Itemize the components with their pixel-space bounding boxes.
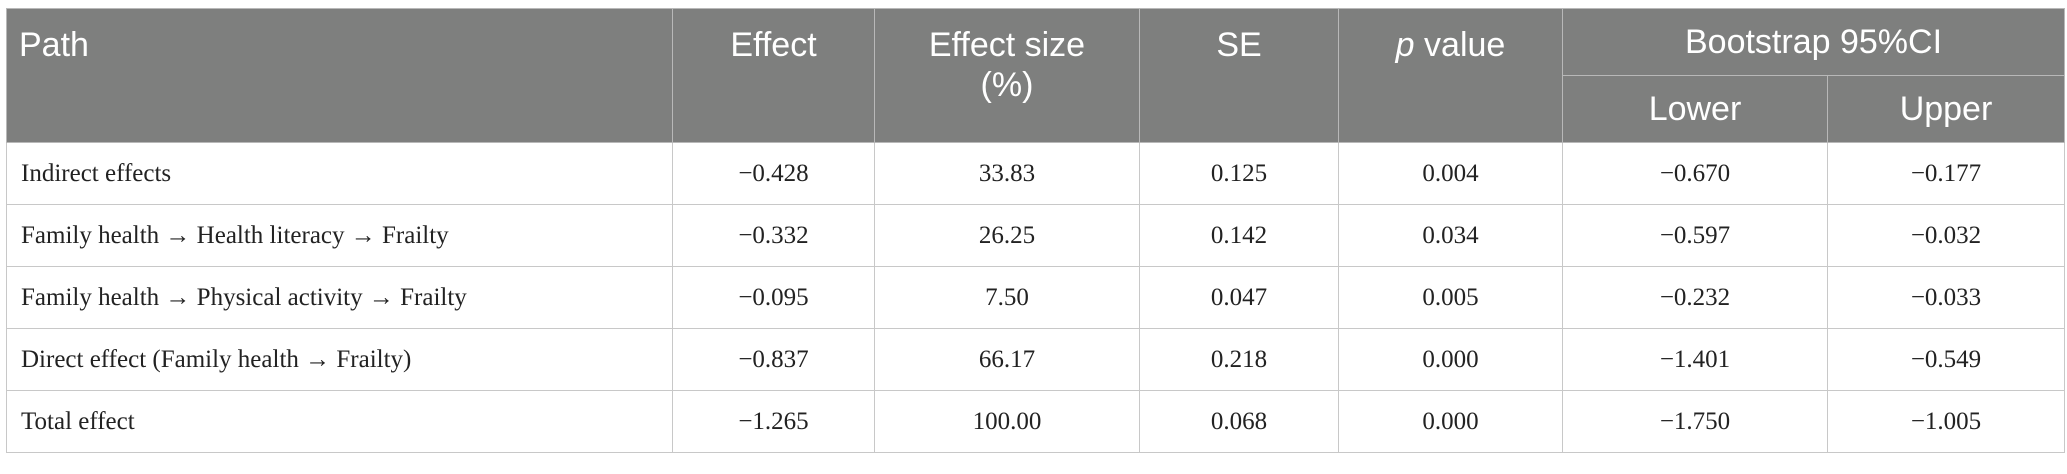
cell-p-value: 0.000 bbox=[1338, 328, 1563, 391]
table-header: Path Effect Effect size (%) SE p value B… bbox=[6, 8, 2065, 143]
table-row: Indirect effects −0.428 33.83 0.125 0.00… bbox=[6, 142, 2065, 205]
cell-upper: −0.032 bbox=[1827, 204, 2065, 267]
cell-lower: −1.750 bbox=[1562, 390, 1828, 453]
cell-se: 0.068 bbox=[1139, 390, 1339, 453]
cell-lower: −1.401 bbox=[1562, 328, 1828, 391]
table-row: Family health → Physical activity → Frai… bbox=[6, 266, 2065, 329]
header-p-label: value bbox=[1414, 26, 1506, 64]
cell-lower: −0.232 bbox=[1562, 266, 1828, 329]
header-row: Path Effect Effect size (%) SE p value B… bbox=[6, 8, 2065, 143]
cell-effect-size: 100.00 bbox=[874, 390, 1140, 453]
cell-p-value: 0.005 bbox=[1338, 266, 1563, 329]
cell-effect-size: 26.25 bbox=[874, 204, 1140, 267]
cell-se: 0.125 bbox=[1139, 142, 1339, 205]
cell-effect: −0.095 bbox=[672, 266, 875, 329]
table-row: Direct effect (Family health → Frailty) … bbox=[6, 328, 2065, 391]
cell-se: 0.047 bbox=[1139, 266, 1339, 329]
header-bootstrap-ci: Bootstrap 95%CI bbox=[1562, 8, 2065, 76]
cell-effect-size: 66.17 bbox=[874, 328, 1140, 391]
cell-upper: −0.549 bbox=[1827, 328, 2065, 391]
cell-lower: −0.597 bbox=[1562, 204, 1828, 267]
header-se: SE bbox=[1139, 8, 1339, 143]
cell-lower: −0.670 bbox=[1562, 142, 1828, 205]
cell-effect-size: 7.50 bbox=[874, 266, 1140, 329]
cell-effect-size: 33.83 bbox=[874, 142, 1140, 205]
cell-p-value: 0.000 bbox=[1338, 390, 1563, 453]
header-lower: Lower bbox=[1562, 75, 1828, 143]
cell-path: Total effect bbox=[6, 390, 673, 453]
cell-upper: −1.005 bbox=[1827, 390, 2065, 453]
table-row: Family health → Health literacy → Frailt… bbox=[6, 204, 2065, 267]
header-p-symbol: p bbox=[1395, 26, 1415, 64]
cell-p-value: 0.034 bbox=[1338, 204, 1563, 267]
subheader-row: Lower Upper bbox=[7, 75, 2065, 143]
table-row: Total effect −1.265 100.00 0.068 0.000 −… bbox=[6, 390, 2065, 453]
header-effect-size: Effect size (%) bbox=[874, 8, 1140, 143]
cell-path: Direct effect (Family health → Frailty) bbox=[6, 328, 673, 391]
cell-p-value: 0.004 bbox=[1338, 142, 1563, 205]
header-effect-size-label: Effect size bbox=[928, 26, 1086, 64]
cell-effect: −0.428 bbox=[672, 142, 875, 205]
cell-effect: −0.332 bbox=[672, 204, 875, 267]
header-path: Path bbox=[6, 8, 673, 143]
mediation-results-table: Path Effect Effect size (%) SE p value B… bbox=[6, 8, 2065, 453]
cell-upper: −0.033 bbox=[1827, 266, 2065, 329]
cell-upper: −0.177 bbox=[1827, 142, 2065, 205]
cell-path: Family health → Physical activity → Frai… bbox=[6, 266, 673, 329]
cell-se: 0.218 bbox=[1139, 328, 1339, 391]
table-body: Indirect effects −0.428 33.83 0.125 0.00… bbox=[6, 142, 2065, 453]
cell-effect: −0.837 bbox=[672, 328, 875, 391]
cell-path: Indirect effects bbox=[6, 142, 673, 205]
cell-se: 0.142 bbox=[1139, 204, 1339, 267]
header-p-value: p value bbox=[1338, 8, 1563, 143]
cell-path: Family health → Health literacy → Frailt… bbox=[6, 204, 673, 267]
header-effect: Effect bbox=[672, 8, 875, 143]
header-effect-size-unit: (%) bbox=[980, 66, 1034, 104]
header-upper: Upper bbox=[1827, 75, 2065, 143]
cell-effect: −1.265 bbox=[672, 390, 875, 453]
